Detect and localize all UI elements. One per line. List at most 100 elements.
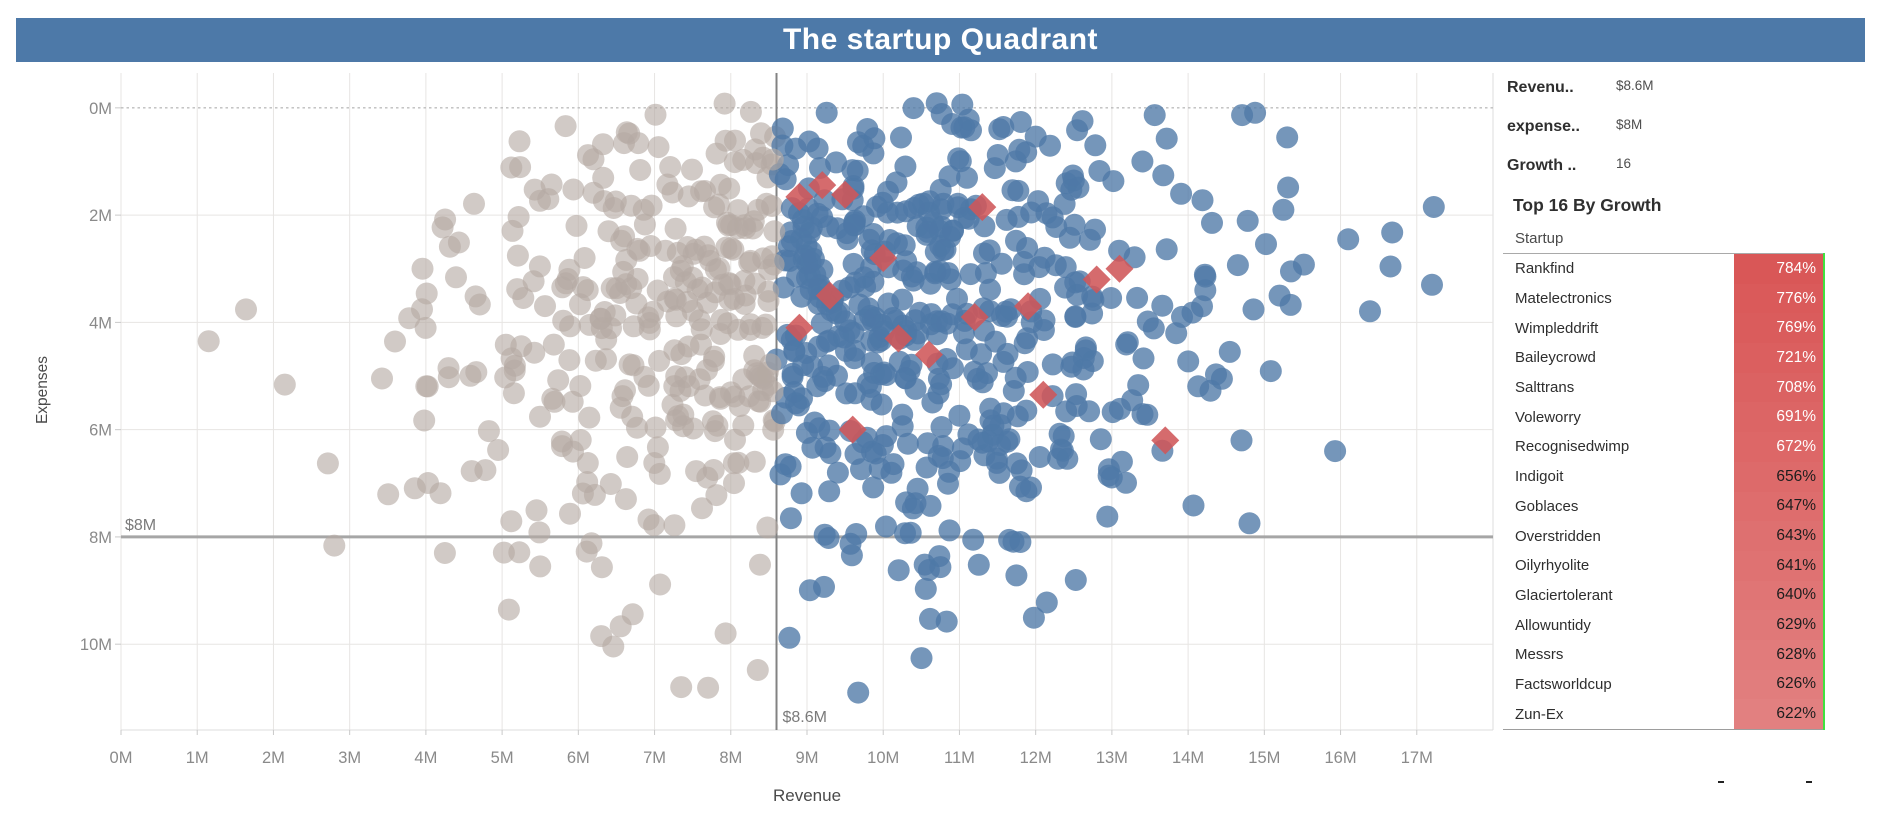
scatter-point-below-revenue-threshold[interactable] [626, 267, 649, 290]
scatter-point-above-revenue-threshold[interactable] [921, 391, 944, 414]
scatter-point-below-revenue-threshold[interactable] [643, 514, 666, 537]
scatter-point-above-revenue-threshold[interactable] [1015, 399, 1038, 422]
scatter-point-above-revenue-threshold[interactable] [1007, 205, 1030, 228]
scatter-point-below-revenue-threshold[interactable] [447, 231, 470, 254]
startup-name-cell[interactable]: Oilyrhyolite [1515, 557, 1590, 575]
scatter-point-above-revenue-threshold[interactable] [894, 367, 917, 390]
growth-table-row[interactable]: Wimpleddrift 769% [1503, 313, 1825, 344]
scatter-point-below-revenue-threshold[interactable] [644, 103, 667, 126]
scatter-point-highlight-diamond[interactable] [968, 193, 997, 222]
startup-name-cell[interactable]: Wimpleddrift [1515, 319, 1599, 337]
scatter-point-below-revenue-threshold[interactable] [697, 676, 720, 699]
scatter-point-above-revenue-threshold[interactable] [1230, 429, 1253, 452]
scatter-point-above-revenue-threshold[interactable] [1242, 298, 1265, 321]
scatter-point-below-revenue-threshold[interactable] [416, 375, 439, 398]
scatter-point-above-revenue-threshold[interactable] [1115, 333, 1138, 356]
scatter-point-below-revenue-threshold[interactable] [614, 488, 637, 511]
growth-table-row[interactable]: Goblaces 647% [1503, 491, 1825, 522]
scatter-point-above-revenue-threshold[interactable] [841, 159, 864, 182]
scatter-point-above-revenue-threshold[interactable] [862, 476, 885, 499]
scatter-point-highlight-diamond[interactable] [785, 182, 814, 211]
scatter-point-below-revenue-threshold[interactable] [437, 366, 460, 389]
scatter-point-above-revenue-threshold[interactable] [1131, 403, 1154, 426]
scatter-point-above-revenue-threshold[interactable] [861, 440, 883, 463]
scatter-point-below-revenue-threshold[interactable] [537, 188, 560, 211]
scatter-point-above-revenue-threshold[interactable] [890, 126, 912, 149]
scatter-point-above-revenue-threshold[interactable] [783, 340, 806, 363]
scatter-point-highlight-diamond[interactable] [914, 340, 943, 369]
scatter-point-above-revenue-threshold[interactable] [865, 195, 888, 218]
scatter-point-above-revenue-threshold[interactable] [1052, 425, 1075, 448]
scatter-point-above-revenue-threshold[interactable] [1218, 340, 1241, 363]
growth-table-row[interactable]: Baileycrowd 721% [1503, 343, 1825, 373]
scatter-point-above-revenue-threshold[interactable] [819, 442, 842, 465]
scatter-point-above-revenue-threshold[interactable] [919, 607, 941, 630]
scatter-point-below-revenue-threshold[interactable] [576, 471, 599, 493]
scatter-point-above-revenue-threshold[interactable] [1005, 229, 1027, 252]
scatter-point-above-revenue-threshold[interactable] [1016, 361, 1039, 383]
scatter-point-below-revenue-threshold[interactable] [542, 333, 565, 356]
scatter-point-below-revenue-threshold[interactable] [431, 216, 454, 239]
scatter-point-above-revenue-threshold[interactable] [1177, 350, 1200, 373]
scatter-point-below-revenue-threshold[interactable] [411, 298, 433, 321]
scatter-point-above-revenue-threshold[interactable] [1170, 182, 1193, 205]
growth-value-cell[interactable]: 721% [1734, 343, 1825, 373]
scatter-point-below-revenue-threshold[interactable] [528, 255, 551, 278]
growth-table-row[interactable]: Factsworldcup 626% [1503, 669, 1825, 700]
scatter-point-above-revenue-threshold[interactable] [946, 192, 969, 215]
scatter-point-above-revenue-threshold[interactable] [908, 301, 931, 324]
scatter-point-below-revenue-threshold[interactable] [528, 521, 551, 544]
scatter-point-below-revenue-threshold[interactable] [633, 365, 656, 388]
scatter-point-above-revenue-threshold[interactable] [1268, 284, 1291, 307]
scatter-point-below-revenue-threshold[interactable] [534, 295, 556, 318]
scatter-point-above-revenue-threshold[interactable] [919, 494, 942, 517]
scatter-point-below-revenue-threshold[interactable] [613, 132, 635, 155]
scatter-point-above-revenue-threshold[interactable] [1005, 452, 1028, 475]
scatter-point-above-revenue-threshold[interactable] [1201, 211, 1223, 234]
scatter-point-below-revenue-threshold[interactable] [754, 313, 777, 336]
scatter-point-below-revenue-threshold[interactable] [714, 622, 737, 645]
scatter-point-above-revenue-threshold[interactable] [1421, 273, 1443, 296]
scatter-point-below-revenue-threshold[interactable] [558, 349, 581, 372]
scatter-point-below-revenue-threshold[interactable] [523, 341, 546, 364]
scatter-point-above-revenue-threshold[interactable] [924, 260, 947, 283]
growth-value-cell[interactable]: 643% [1734, 521, 1825, 551]
scatter-point-below-revenue-threshold[interactable] [757, 280, 780, 303]
scatter-point-highlight-diamond[interactable] [785, 313, 814, 342]
scatter-point-above-revenue-threshold[interactable] [870, 313, 893, 336]
scatter-point-below-revenue-threshold[interactable] [403, 477, 426, 500]
scatter-point-above-revenue-threshold[interactable] [1422, 196, 1445, 218]
scatter-point-below-revenue-threshold[interactable] [718, 177, 741, 200]
startup-name-cell[interactable]: Glaciertolerant [1515, 586, 1613, 604]
scatter-point-above-revenue-threshold[interactable] [1151, 294, 1174, 317]
scatter-point-below-revenue-threshold[interactable] [525, 499, 548, 522]
scatter-point-above-revenue-threshold[interactable] [938, 519, 961, 542]
scatter-point-above-revenue-threshold[interactable] [843, 211, 866, 234]
scatter-point-below-revenue-threshold[interactable] [371, 367, 393, 390]
scatter-point-above-revenue-threshold[interactable] [813, 370, 836, 393]
scatter-point-below-revenue-threshold[interactable] [465, 361, 488, 384]
scatter-point-above-revenue-threshold[interactable] [847, 131, 869, 154]
scatter-point-below-revenue-threshold[interactable] [500, 156, 523, 179]
scatter-point-above-revenue-threshold[interactable] [868, 457, 891, 480]
scatter-point-below-revenue-threshold[interactable] [554, 272, 577, 295]
growth-value-cell[interactable]: 656% [1734, 461, 1825, 492]
scatter-point-above-revenue-threshold[interactable] [1108, 397, 1131, 420]
scatter-point-above-revenue-threshold[interactable] [843, 347, 866, 370]
scatter-point-above-revenue-threshold[interactable] [1035, 202, 1058, 225]
scatter-point-above-revenue-threshold[interactable] [790, 482, 813, 505]
scatter-point-highlight-diamond[interactable] [808, 171, 837, 200]
startup-name-cell[interactable]: Recognisedwimp [1515, 438, 1630, 456]
scatter-point-below-revenue-threshold[interactable] [682, 417, 705, 440]
scatter-point-above-revenue-threshold[interactable] [1337, 228, 1360, 251]
growth-value-cell[interactable]: 672% [1734, 432, 1825, 462]
scatter-point-above-revenue-threshold[interactable] [1054, 256, 1077, 279]
scatter-point-above-revenue-threshold[interactable] [1226, 254, 1249, 277]
scatter-point-above-revenue-threshold[interactable] [1078, 400, 1101, 423]
scatter-point-above-revenue-threshold[interactable] [903, 197, 925, 219]
scatter-point-above-revenue-threshold[interactable] [986, 144, 1009, 166]
startup-name-cell[interactable]: Baileycrowd [1515, 349, 1596, 367]
scatter-point-below-revenue-threshold[interactable] [590, 625, 613, 648]
scatter-point-below-revenue-threshold[interactable] [569, 375, 592, 397]
scatter-point-above-revenue-threshold[interactable] [825, 151, 848, 174]
